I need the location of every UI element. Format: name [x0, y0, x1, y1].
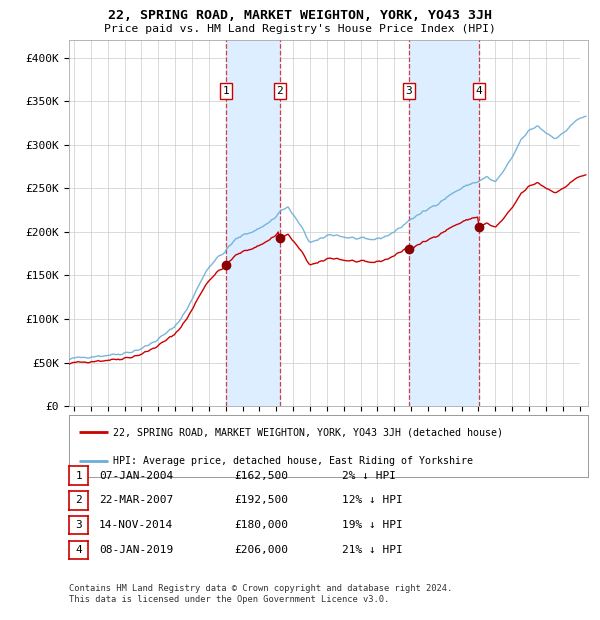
Text: 2: 2: [277, 86, 283, 96]
Text: 19% ↓ HPI: 19% ↓ HPI: [342, 520, 403, 530]
Bar: [580, 40, 589, 406]
Text: 2% ↓ HPI: 2% ↓ HPI: [342, 471, 396, 480]
Text: 3: 3: [406, 86, 412, 96]
Text: 14-NOV-2014: 14-NOV-2014: [99, 520, 173, 530]
Text: 4: 4: [75, 545, 82, 555]
Text: 08-JAN-2019: 08-JAN-2019: [99, 545, 173, 555]
Text: 3: 3: [75, 520, 82, 530]
Text: £180,000: £180,000: [234, 520, 288, 530]
Text: 22-MAR-2007: 22-MAR-2007: [99, 495, 173, 505]
Text: HPI: Average price, detached house, East Riding of Yorkshire: HPI: Average price, detached house, East…: [113, 456, 473, 466]
Text: 22, SPRING ROAD, MARKET WEIGHTON, YORK, YO43 3JH (detached house): 22, SPRING ROAD, MARKET WEIGHTON, YORK, …: [113, 427, 503, 437]
Text: £192,500: £192,500: [234, 495, 288, 505]
Text: £162,500: £162,500: [234, 471, 288, 480]
Text: Contains HM Land Registry data © Crown copyright and database right 2024.: Contains HM Land Registry data © Crown c…: [69, 584, 452, 593]
Text: 2: 2: [75, 495, 82, 505]
Bar: [409, 40, 479, 406]
Text: This data is licensed under the Open Government Licence v3.0.: This data is licensed under the Open Gov…: [69, 595, 389, 604]
Text: 12% ↓ HPI: 12% ↓ HPI: [342, 495, 403, 505]
Text: 07-JAN-2004: 07-JAN-2004: [99, 471, 173, 480]
Bar: [226, 40, 280, 406]
Text: Price paid vs. HM Land Registry's House Price Index (HPI): Price paid vs. HM Land Registry's House …: [104, 24, 496, 33]
Text: 4: 4: [475, 86, 482, 96]
Text: 21% ↓ HPI: 21% ↓ HPI: [342, 545, 403, 555]
Text: £206,000: £206,000: [234, 545, 288, 555]
Text: 1: 1: [223, 86, 229, 96]
Text: 1: 1: [75, 471, 82, 480]
Text: 22, SPRING ROAD, MARKET WEIGHTON, YORK, YO43 3JH: 22, SPRING ROAD, MARKET WEIGHTON, YORK, …: [108, 9, 492, 22]
